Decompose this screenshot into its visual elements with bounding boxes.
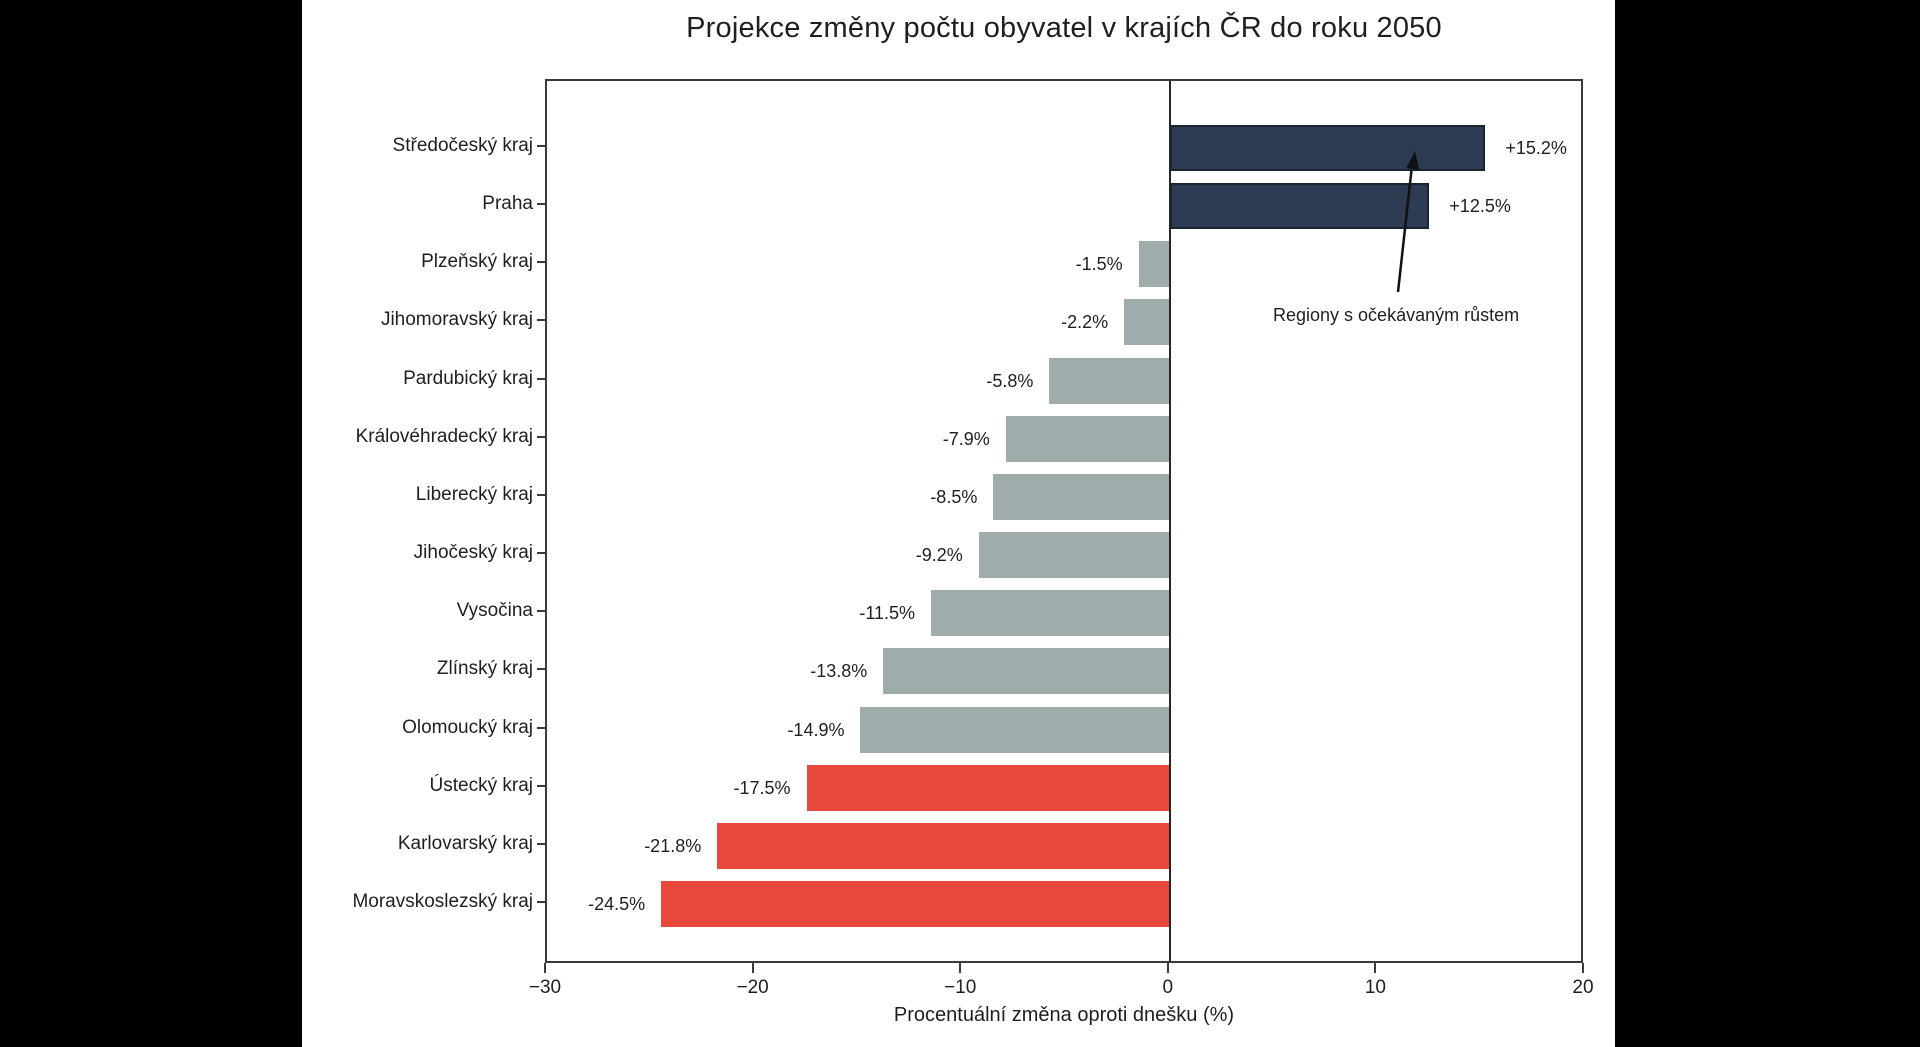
bar-pardubick-kraj [1049, 357, 1170, 404]
bar-plze-sk-kraj [1138, 241, 1170, 288]
zero-baseline [1168, 81, 1171, 961]
bar-value-label: -13.8% [810, 661, 868, 682]
category-label: Olomoucký kraj [402, 716, 533, 738]
bar-zl-nsk-kraj [883, 648, 1170, 695]
bar-libereck-kraj [993, 473, 1170, 520]
category-label: Plzeňský kraj [421, 251, 533, 273]
category-label: Pardubický kraj [403, 367, 533, 389]
bar-praha [1169, 183, 1430, 230]
y-axis-tick [537, 842, 546, 845]
y-axis-tick [537, 435, 546, 438]
x-axis-title: Procentuální změna oproti dnešku (%) [893, 1004, 1235, 1026]
bar-value-label: -14.9% [787, 719, 845, 740]
plot-area: +15.2% +12.5% -1.5% -2.2% -5.8% -7.9% -8.5% -9.… [545, 79, 1583, 963]
y-axis-tick [537, 377, 546, 380]
y-axis-tick [537, 261, 546, 264]
x-axis-tick-label: −30 [528, 977, 562, 998]
bar-jiho-esk-kraj [978, 532, 1170, 579]
bar-value-label: -17.5% [733, 777, 791, 798]
bar-value-label: -9.2% [915, 545, 963, 566]
x-axis-tick [751, 963, 754, 973]
category-label: Středočeský kraj [392, 135, 533, 156]
category-label: Vysočina [456, 600, 533, 622]
category-label: Jihočeský kraj [413, 542, 533, 564]
y-axis-tick [537, 668, 546, 671]
bar-value-label: -2.2% [1061, 312, 1109, 333]
bar-st-edo-esk-kraj [1169, 125, 1486, 171]
bar-value-label: +15.2% [1505, 138, 1567, 158]
y-axis-tick [537, 319, 546, 322]
bar-value-label: -1.5% [1075, 254, 1123, 275]
bar-moravskoslezsk-kraj [661, 880, 1170, 927]
x-axis-tick-label: −20 [736, 977, 769, 998]
x-axis-tick-label: −10 [944, 977, 977, 998]
category-label: Liberecký kraj [415, 483, 533, 505]
y-axis-tick [537, 552, 546, 555]
bar-kr-lov-hradeck-kraj [1005, 415, 1170, 462]
category-label: Zlínský kraj [436, 658, 533, 680]
x-axis-tick [959, 963, 962, 973]
bar-value-label: -11.5% [859, 603, 916, 624]
chart-title: Projekce změny počtu obyvatel v krajích … [686, 12, 1442, 44]
x-axis-tick-label: 0 [1162, 977, 1174, 998]
category-label: Jihomoravský kraj [380, 309, 533, 331]
bar-vyso-ina [931, 590, 1170, 637]
annotation-label: Regiony s očekávaným růstem [1273, 305, 1520, 325]
x-axis-tick [1582, 963, 1584, 973]
category-label: Praha [482, 193, 533, 215]
y-axis-tick [537, 784, 546, 787]
category-label: Ústecký kraj [429, 774, 533, 796]
y-axis-tick [537, 493, 546, 496]
category-label: Královéhradecký kraj [355, 425, 533, 447]
bar-value-label: -5.8% [986, 370, 1034, 391]
bar-karlovarsk-kraj [717, 822, 1170, 869]
category-label: Moravskoslezský kraj [352, 890, 533, 912]
bar-value-label: +12.5% [1449, 196, 1511, 217]
category-label: Karlovarský kraj [397, 832, 533, 854]
x-axis-tick-label: 10 [1364, 977, 1386, 998]
bar-value-label: -8.5% [930, 486, 978, 507]
bar-value-label: -7.9% [942, 428, 990, 449]
x-axis-tick [544, 963, 546, 973]
x-axis-tick-label: 20 [1572, 977, 1594, 998]
y-axis-tick [537, 610, 546, 613]
y-axis-tick [537, 145, 546, 147]
bar-value-label: -24.5% [588, 893, 646, 914]
bar-value-label: -21.8% [644, 835, 702, 856]
y-axis-tick [537, 203, 546, 206]
bar-jihomoravsk-kraj [1124, 299, 1170, 346]
x-axis-tick [1374, 963, 1377, 973]
bar-olomouck-kraj [860, 706, 1170, 753]
chart-panel: Projekce změny počtu obyvatel v krajích … [302, 0, 1615, 1047]
y-axis-tick [537, 900, 546, 903]
y-axis-tick [537, 726, 546, 729]
x-axis-tick [1166, 963, 1169, 973]
bar--steck-kraj [806, 764, 1170, 811]
